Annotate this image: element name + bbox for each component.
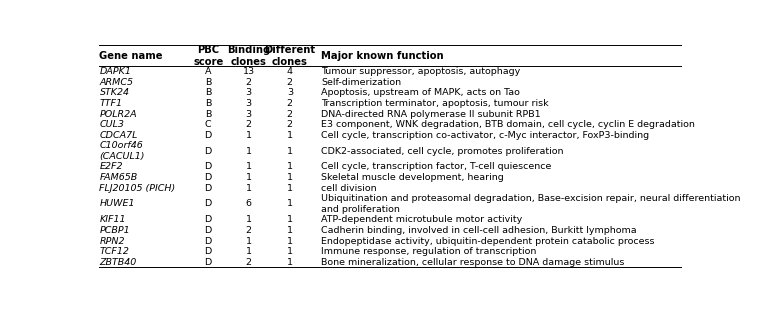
Text: CDK2-associated, cell cycle, promotes proliferation: CDK2-associated, cell cycle, promotes pr…: [321, 147, 563, 155]
Text: 1: 1: [246, 216, 252, 224]
Text: FLJ20105 (PICH): FLJ20105 (PICH): [99, 184, 176, 193]
Text: 2: 2: [246, 78, 252, 87]
Text: Self-dimerization: Self-dimerization: [321, 78, 401, 87]
Text: 1: 1: [287, 199, 293, 209]
Text: D: D: [205, 147, 211, 155]
Text: 2: 2: [287, 78, 293, 87]
Text: 2: 2: [246, 258, 252, 267]
Text: 2: 2: [287, 120, 293, 129]
Text: 1: 1: [246, 147, 252, 155]
Text: 3: 3: [246, 99, 252, 108]
Text: Different
clones: Different clones: [265, 45, 315, 67]
Text: 3: 3: [246, 110, 252, 118]
Text: PCBP1: PCBP1: [99, 226, 130, 235]
Text: CUL3: CUL3: [99, 120, 124, 129]
Text: Skeletal muscle development, hearing: Skeletal muscle development, hearing: [321, 173, 503, 182]
Text: D: D: [205, 237, 211, 246]
Text: TCF12: TCF12: [99, 247, 130, 256]
Text: FAM65B: FAM65B: [99, 173, 138, 182]
Text: D: D: [205, 216, 211, 224]
Text: Gene name: Gene name: [99, 51, 163, 61]
Text: 4: 4: [287, 67, 293, 76]
Text: D: D: [205, 173, 211, 182]
Text: Apoptosis, upstream of MAPK, acts on Tao: Apoptosis, upstream of MAPK, acts on Tao: [321, 88, 520, 97]
Text: 1: 1: [287, 237, 293, 246]
Text: 1: 1: [246, 247, 252, 256]
Text: 2: 2: [246, 120, 252, 129]
Text: Cell cycle, transcription co-activator, c-Myc interactor, FoxP3-binding: Cell cycle, transcription co-activator, …: [321, 131, 649, 140]
Text: ZBTB40: ZBTB40: [99, 258, 136, 267]
Text: A: A: [205, 67, 211, 76]
Text: POLR2A: POLR2A: [99, 110, 137, 118]
Text: 1: 1: [287, 258, 293, 267]
Text: 1: 1: [287, 147, 293, 155]
Text: C: C: [205, 120, 211, 129]
Text: 1: 1: [287, 216, 293, 224]
Text: ATP-dependent microtubule motor activity: ATP-dependent microtubule motor activity: [321, 216, 522, 224]
Text: Cell cycle, transcription factor, T-cell quiescence: Cell cycle, transcription factor, T-cell…: [321, 162, 551, 172]
Text: 1: 1: [246, 237, 252, 246]
Text: Major known function: Major known function: [321, 51, 443, 61]
Text: DAPK1: DAPK1: [99, 67, 131, 76]
Text: Bone mineralization, cellular response to DNA damage stimulus: Bone mineralization, cellular response t…: [321, 258, 625, 267]
Text: PBC
score: PBC score: [193, 45, 224, 67]
Text: 6: 6: [246, 199, 252, 209]
Text: RPN2: RPN2: [99, 237, 125, 246]
Text: CDCA7L: CDCA7L: [99, 131, 138, 140]
Text: D: D: [205, 162, 211, 172]
Text: B: B: [205, 78, 211, 87]
Text: 1: 1: [246, 184, 252, 193]
Text: KIF11: KIF11: [99, 216, 126, 224]
Text: ARMC5: ARMC5: [99, 78, 133, 87]
Text: 1: 1: [287, 162, 293, 172]
Text: E3 component, WNK degradation, BTB domain, cell cycle, cyclin E degradation: E3 component, WNK degradation, BTB domai…: [321, 120, 695, 129]
Text: 1: 1: [287, 247, 293, 256]
Text: 2: 2: [246, 226, 252, 235]
Text: HUWE1: HUWE1: [99, 199, 135, 209]
Text: 2: 2: [287, 99, 293, 108]
Text: Binding
clones: Binding clones: [227, 45, 271, 67]
Text: Tumour suppressor, apoptosis, autophagy: Tumour suppressor, apoptosis, autophagy: [321, 67, 520, 76]
Text: Immune response, regulation of transcription: Immune response, regulation of transcrip…: [321, 247, 537, 256]
Text: 3: 3: [287, 88, 293, 97]
Text: E2F2: E2F2: [99, 162, 123, 172]
Text: D: D: [205, 226, 211, 235]
Text: C10orf46
(CACUL1): C10orf46 (CACUL1): [99, 141, 145, 161]
Text: Cadherin binding, involved in cell-cell adhesion, Burkitt lymphoma: Cadherin binding, involved in cell-cell …: [321, 226, 637, 235]
Text: 1: 1: [287, 226, 293, 235]
Text: cell division: cell division: [321, 184, 377, 193]
Text: DNA-directed RNA polymerase II subunit RPB1: DNA-directed RNA polymerase II subunit R…: [321, 110, 540, 118]
Text: TTF1: TTF1: [99, 99, 123, 108]
Text: D: D: [205, 258, 211, 267]
Text: Endopeptidase activity, ubiquitin-dependent protein catabolic process: Endopeptidase activity, ubiquitin-depend…: [321, 237, 654, 246]
Text: D: D: [205, 184, 211, 193]
Text: Ubiquitination and proteasomal degradation, Base-excision repair, neural differe: Ubiquitination and proteasomal degradati…: [321, 194, 741, 214]
Text: 1: 1: [246, 173, 252, 182]
Text: 1: 1: [287, 184, 293, 193]
Text: 1: 1: [287, 173, 293, 182]
Text: 2: 2: [287, 110, 293, 118]
Text: 13: 13: [243, 67, 255, 76]
Text: 1: 1: [287, 131, 293, 140]
Text: D: D: [205, 247, 211, 256]
Text: 3: 3: [246, 88, 252, 97]
Text: B: B: [205, 110, 211, 118]
Text: Transcription terminator, apoptosis, tumour risk: Transcription terminator, apoptosis, tum…: [321, 99, 549, 108]
Text: 1: 1: [246, 162, 252, 172]
Text: D: D: [205, 131, 211, 140]
Text: D: D: [205, 199, 211, 209]
Text: 1: 1: [246, 131, 252, 140]
Text: STK24: STK24: [99, 88, 130, 97]
Text: B: B: [205, 99, 211, 108]
Text: B: B: [205, 88, 211, 97]
